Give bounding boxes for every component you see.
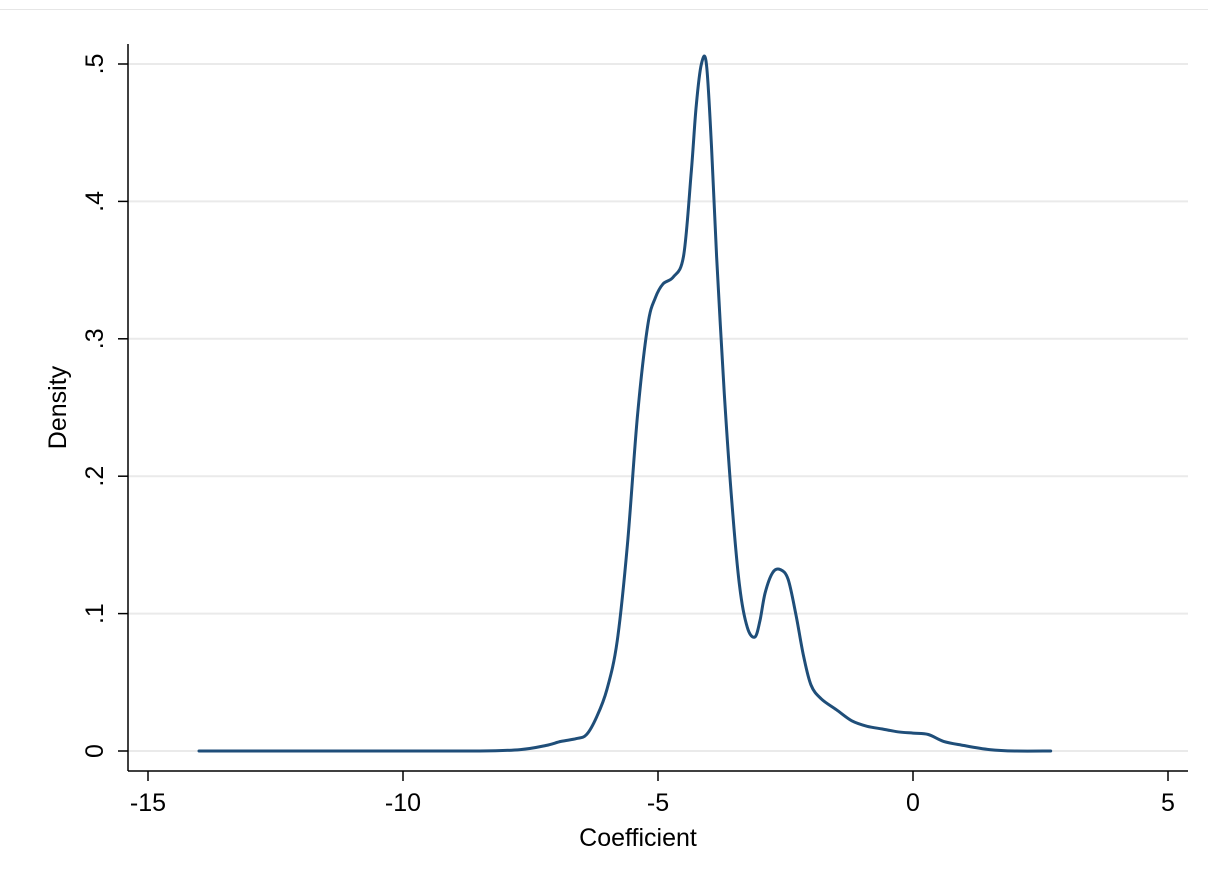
y-tick-label: .3 <box>81 328 109 349</box>
y-tick-label: 0 <box>81 744 109 758</box>
y-tick-label: .4 <box>81 191 109 212</box>
y-tick-label: .1 <box>81 603 109 624</box>
top-divider <box>0 9 1208 10</box>
x-axis-ticks: -15 -10 -5 0 5 <box>130 771 1175 817</box>
x-tick-label: 0 <box>906 789 920 817</box>
y-axis-title: Density <box>44 365 72 449</box>
y-tick-label: .5 <box>81 54 109 75</box>
x-tick-label: -5 <box>647 789 669 817</box>
x-tick-label: 5 <box>1161 789 1175 817</box>
density-curve <box>197 54 1053 753</box>
y-tick-label: .2 <box>81 466 109 487</box>
y-axis-ticks: 0 .1 .2 .3 .4 .5 <box>81 54 128 758</box>
x-tick-label: -10 <box>385 789 421 817</box>
x-tick-label: -15 <box>130 789 166 817</box>
x-axis-title: Coefficient <box>579 824 697 852</box>
gridlines <box>128 63 1188 752</box>
